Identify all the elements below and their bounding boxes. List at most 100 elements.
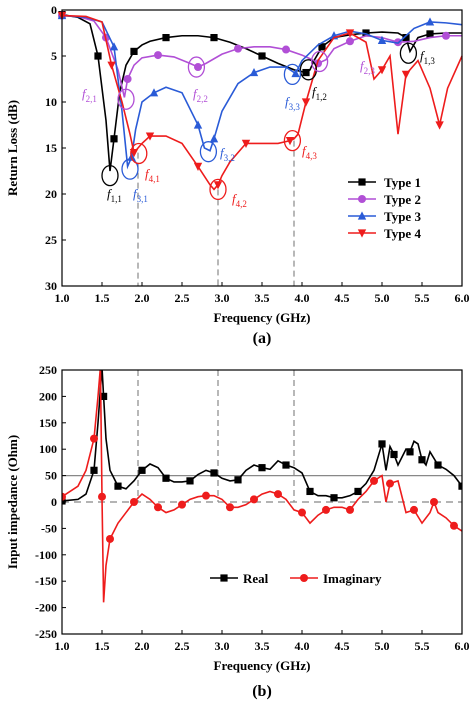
data-point bbox=[234, 476, 242, 484]
data-point bbox=[418, 456, 426, 464]
data-point bbox=[450, 521, 458, 530]
data-point bbox=[442, 31, 450, 40]
y-axis: 0 5 10 15 20 25 30 bbox=[45, 3, 66, 293]
data-point bbox=[354, 487, 362, 496]
marker-ring bbox=[399, 42, 418, 64]
y-tick-label: -250 bbox=[35, 627, 57, 641]
return-loss-chart: f1,1 f1,2 f1,3 f2,1 f2,2 f2,3 f3,1 f3,2 f3,3 f4,1… bbox=[5, 3, 470, 347]
x-tick-label: 1.0 bbox=[55, 291, 70, 305]
data-point bbox=[282, 461, 290, 469]
x-axis-label: Frequency (GHz) bbox=[214, 310, 311, 325]
resonance-label: f3,1 bbox=[133, 186, 148, 204]
data-point bbox=[410, 505, 418, 514]
annotations-layer: f1,1 f1,2 f1,3 f2,1 f2,2 f2,3 f3,1 f3,2 f3,3 f4,1… bbox=[82, 42, 435, 209]
y-tick-label: -150 bbox=[35, 574, 57, 588]
legend-label: Type 2 bbox=[384, 192, 421, 207]
x-axis-label: Frequency (GHz) bbox=[214, 658, 311, 673]
legend: Real Imaginary bbox=[210, 571, 382, 586]
y-tick-label: 200 bbox=[39, 389, 57, 403]
data-point bbox=[186, 477, 194, 485]
data-point bbox=[401, 70, 411, 79]
y-tick-label: -100 bbox=[35, 548, 57, 562]
data-point bbox=[210, 34, 218, 42]
data-point bbox=[162, 474, 170, 482]
data-point bbox=[258, 464, 266, 472]
y-tick-label: 10 bbox=[45, 95, 57, 109]
data-point bbox=[435, 121, 444, 130]
marker-ring bbox=[299, 59, 318, 81]
series-layer bbox=[57, 10, 463, 191]
data-point bbox=[109, 42, 119, 51]
series-line-type-2 bbox=[61, 14, 462, 98]
data-point bbox=[210, 469, 218, 477]
data-point bbox=[402, 34, 410, 42]
marker-ring bbox=[310, 50, 329, 73]
resonance-label: f1,2 bbox=[312, 84, 327, 102]
legend: Type 1 Type 2 Type 3 Type 4 bbox=[348, 175, 421, 241]
legend-marker bbox=[300, 574, 308, 582]
legend-marker bbox=[357, 229, 367, 238]
x-tick-label: 2.5 bbox=[175, 291, 190, 305]
reference-lines bbox=[62, 370, 462, 503]
x-tick-label: 3.0 bbox=[215, 639, 230, 653]
data-point bbox=[458, 482, 462, 490]
x-tick-label: 6.0 bbox=[455, 639, 470, 653]
data-point bbox=[345, 29, 355, 38]
x-tick-label: 4.5 bbox=[335, 639, 350, 653]
x-tick-label: 1.5 bbox=[95, 639, 110, 653]
data-point bbox=[129, 149, 139, 158]
data-point bbox=[138, 466, 146, 474]
y-tick-label: -200 bbox=[35, 601, 57, 615]
data-point bbox=[107, 61, 116, 70]
data-point bbox=[114, 482, 122, 490]
x-tick-label: 2.5 bbox=[175, 639, 190, 653]
y-tick-label: 15 bbox=[45, 141, 57, 155]
resonance-label: f1,3 bbox=[420, 48, 435, 66]
data-point bbox=[162, 34, 170, 42]
legend-label: Type 3 bbox=[384, 209, 421, 224]
data-point bbox=[346, 505, 354, 514]
marker-ring bbox=[121, 158, 139, 180]
marker-ring bbox=[130, 142, 148, 165]
data-point bbox=[301, 98, 311, 107]
y-tick-label: 250 bbox=[39, 363, 57, 377]
x-tick-label: 3.5 bbox=[255, 291, 270, 305]
resonance-label: f4,2 bbox=[232, 191, 247, 209]
resonance-label: f3,2 bbox=[220, 145, 235, 163]
data-point bbox=[213, 181, 223, 190]
y-tick-label: 0 bbox=[51, 3, 57, 17]
x-tick-label: 3.5 bbox=[255, 639, 270, 653]
data-point bbox=[145, 132, 155, 141]
data-point bbox=[291, 68, 300, 78]
legend-marker bbox=[358, 195, 366, 203]
y-tick-label: 5 bbox=[51, 49, 57, 63]
y-axis-label: Return Loss (dB) bbox=[5, 100, 20, 196]
legend-label: Imaginary bbox=[323, 571, 382, 586]
data-point bbox=[377, 66, 387, 75]
resonance-label: f4,1 bbox=[145, 166, 160, 184]
data-point bbox=[234, 44, 242, 53]
legend-label: Type 1 bbox=[384, 175, 421, 190]
data-point bbox=[318, 43, 326, 51]
data-point bbox=[425, 17, 435, 26]
x-tick-label: 5.5 bbox=[415, 639, 430, 653]
y-axis: -250 -200 -150 -100 -50 0 50 100 150 200 250 bbox=[35, 363, 66, 641]
data-point bbox=[274, 490, 282, 499]
y-tick-label: 100 bbox=[39, 442, 57, 456]
legend-item: Type 1 bbox=[348, 175, 421, 190]
data-point bbox=[378, 440, 386, 448]
data-point bbox=[285, 137, 295, 146]
data-point bbox=[194, 63, 202, 72]
legend-item: Type 3 bbox=[348, 209, 421, 224]
resonance-label: f2,3 bbox=[360, 58, 375, 76]
x-tick-label: 5.5 bbox=[415, 291, 430, 305]
legend-item: Type 2 bbox=[348, 192, 421, 207]
data-point bbox=[202, 491, 210, 500]
data-point bbox=[110, 135, 118, 143]
series-layer bbox=[62, 370, 462, 603]
x-tick-label: 2.0 bbox=[135, 291, 150, 305]
data-point bbox=[282, 45, 290, 54]
x-tick-label: 2.0 bbox=[135, 639, 150, 653]
data-point bbox=[209, 134, 219, 143]
